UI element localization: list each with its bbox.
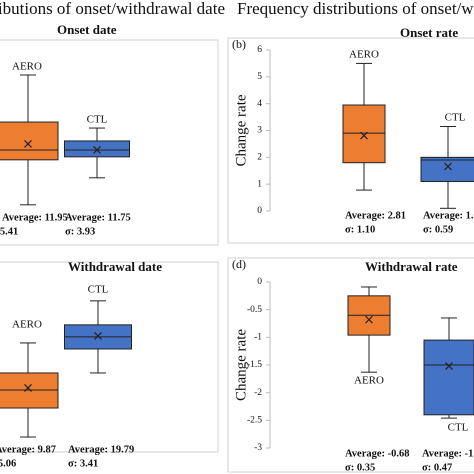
mean-marker <box>444 162 452 171</box>
mean-label: Average: 2.81 <box>345 210 406 221</box>
series-label: CTL <box>88 284 109 296</box>
panel-title: Onset date <box>57 22 117 37</box>
sigma-label: σ: 5.06 <box>0 458 16 469</box>
y-tick-label: -0.5 <box>247 305 262 315</box>
y-tick-label: 5 <box>257 72 262 82</box>
mean-marker <box>24 384 32 392</box>
heading: Frequency distributions of onset/withdra… <box>237 0 474 18</box>
sigma-label: σ: 5.41 <box>0 226 18 237</box>
y-axis-label: Change rate <box>233 329 249 401</box>
y-tick-label: 0 <box>257 277 262 287</box>
panel-frame <box>0 261 219 453</box>
panel-frame <box>227 257 474 473</box>
sigma-label: σ: 0.35 <box>345 462 375 473</box>
sigma-label: σ: 1.10 <box>345 224 375 235</box>
sigma-label: σ: 3.41 <box>68 458 98 469</box>
y-tick-label: 6 <box>257 45 262 55</box>
y-tick-label: -3 <box>254 443 262 453</box>
mean-label: Average: 9.87 <box>0 444 56 455</box>
panel-title: Withdrawal rate <box>365 259 458 274</box>
series-label: AERO <box>12 61 42 73</box>
y-tick-label: 4 <box>257 99 262 109</box>
y-tick-label: 3 <box>257 126 262 136</box>
panel-title: Onset rate <box>400 25 458 40</box>
mean-label: Average: 11.95 <box>2 212 68 223</box>
panel-label: (b) <box>232 37 246 51</box>
y-tick-label: -1 <box>254 333 262 343</box>
sigma-label: σ: 0.47 <box>422 462 452 473</box>
heading: Frequency distributions of onset/withdra… <box>0 0 225 18</box>
y-axis-label: Change rate <box>233 94 249 166</box>
y-tick-label: -2.5 <box>247 416 262 426</box>
panel-frame <box>227 37 474 244</box>
y-tick-label: 1 <box>257 179 262 189</box>
sigma-label: σ: 3.93 <box>65 226 95 237</box>
mean-marker <box>360 131 368 140</box>
y-tick-label: -2 <box>254 388 262 398</box>
series-label: AERO <box>349 49 379 61</box>
series-label: CTL <box>87 114 108 126</box>
series-label: AERO <box>12 319 42 331</box>
box <box>64 140 130 158</box>
box <box>420 156 474 182</box>
series-label: AERO <box>354 375 384 387</box>
sigma-label: σ: 0.59 <box>423 224 453 235</box>
mean-marker <box>24 140 32 148</box>
mean-label: Average: -0.68 <box>345 448 410 459</box>
mean-marker <box>365 315 373 324</box>
mean-label: Average: 1.66 <box>423 210 474 221</box>
box <box>0 121 59 161</box>
panel-frame <box>0 39 219 246</box>
box <box>423 339 474 416</box>
box <box>342 104 386 164</box>
series-label: CTL <box>445 112 466 124</box>
y-tick-label: -1.5 <box>247 360 262 370</box>
mean-label: Average: -1.52 <box>422 448 474 459</box>
series-label: CTL <box>448 422 469 434</box>
y-tick-label: 0 <box>257 206 262 216</box>
mean-marker <box>93 146 101 154</box>
panel-label: (d) <box>232 257 246 271</box>
mean-marker <box>445 362 453 371</box>
panel-title: Withdrawal date <box>68 259 162 274</box>
y-tick-label: 2 <box>257 153 262 163</box>
mean-label: Average: 11.75 <box>65 212 131 223</box>
mean-label: Average: 19.79 <box>68 444 134 455</box>
mean-marker <box>94 331 102 340</box>
